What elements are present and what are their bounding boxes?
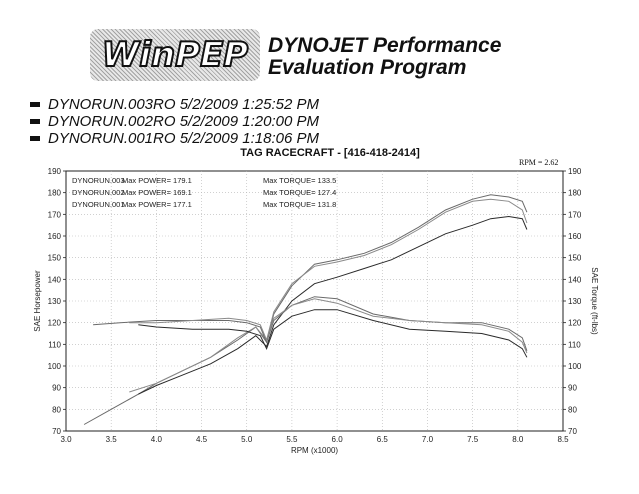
y-tick-label: 170 bbox=[48, 210, 62, 219]
y-axis-label: SAE Horsepower bbox=[33, 270, 42, 332]
series-line-torque bbox=[129, 298, 528, 354]
run-list: DYNORUN.003RO 5/2/2009 1:25:52 PM DYNORU… bbox=[30, 96, 319, 147]
series-line-power bbox=[129, 198, 528, 393]
y-tick-label: 100 bbox=[48, 362, 62, 371]
y2-tick-label: 190 bbox=[568, 167, 582, 176]
plot-border bbox=[65, 170, 564, 432]
x-tick-label: 3.0 bbox=[60, 435, 72, 444]
x-tick-label: 3.5 bbox=[106, 435, 118, 444]
y2-tick-label: 70 bbox=[568, 427, 577, 436]
y2-tick-label: 100 bbox=[568, 362, 582, 371]
logo-text: WinPEP bbox=[101, 34, 249, 76]
x-tick-label: 8.0 bbox=[512, 435, 524, 444]
x-tick-label: 5.0 bbox=[241, 435, 253, 444]
y-tick-label: 190 bbox=[48, 167, 62, 176]
y-tick-label: 70 bbox=[52, 427, 61, 436]
legend-run: DYNORUN.002 bbox=[72, 188, 125, 197]
x-tick-label: 6.0 bbox=[332, 435, 344, 444]
x-tick-label: 5.5 bbox=[286, 435, 298, 444]
y2-axis-label: SAE Torque (ft-lbs) bbox=[590, 267, 599, 335]
winpep-logo: WinPEP bbox=[90, 29, 260, 81]
x-tick-label: 4.0 bbox=[151, 435, 163, 444]
x-tick-label: 8.5 bbox=[557, 435, 569, 444]
bullet-icon bbox=[30, 102, 40, 107]
legend-max-power: Max POWER= 169.1 bbox=[122, 188, 192, 197]
y2-tick-label: 140 bbox=[568, 275, 582, 284]
legend-run: DYNORUN.003 bbox=[72, 176, 125, 185]
run-label: DYNORUN.003RO 5/2/2009 1:25:52 PM bbox=[48, 96, 319, 113]
y2-tick-label: 170 bbox=[568, 210, 582, 219]
rpm-note: RPM = 2.62 bbox=[519, 158, 559, 167]
bullet-icon bbox=[30, 136, 40, 141]
y-tick-label: 180 bbox=[48, 189, 62, 198]
chart-title: TAG RACECRAFT - [416-418-2414] bbox=[240, 147, 420, 159]
y2-tick-label: 110 bbox=[568, 340, 581, 349]
y2-tick-label: 90 bbox=[568, 384, 577, 393]
legend-max-torque: Max TORQUE= 133.5 bbox=[263, 176, 336, 185]
y2-tick-label: 160 bbox=[568, 232, 582, 241]
bullet-icon bbox=[30, 119, 40, 124]
x-tick-label: 6.5 bbox=[377, 435, 389, 444]
run-label: DYNORUN.001RO 5/2/2009 1:18:06 PM bbox=[48, 130, 319, 147]
title-line-2: Evaluation Program bbox=[268, 56, 467, 79]
y2-tick-label: 80 bbox=[568, 405, 577, 414]
y-tick-label: 120 bbox=[48, 319, 62, 328]
y2-tick-label: 150 bbox=[568, 254, 582, 263]
legend-max-power: Max POWER= 177.1 bbox=[122, 200, 192, 209]
y-tick-label: 130 bbox=[48, 297, 62, 306]
logo-background bbox=[90, 29, 260, 81]
legend-max-torque: Max TORQUE= 131.8 bbox=[263, 200, 336, 209]
x-axis-label: RPM (x1000) bbox=[291, 446, 338, 455]
y-tick-label: 80 bbox=[52, 405, 61, 414]
y-tick-label: 160 bbox=[48, 232, 62, 241]
y2-tick-label: 180 bbox=[568, 189, 582, 198]
y-tick-label: 150 bbox=[48, 254, 62, 263]
run-entry: DYNORUN.002RO 5/2/2009 1:20:00 PM bbox=[30, 113, 319, 130]
legend-run: DYNORUN.001 bbox=[72, 200, 125, 209]
series-line-torque bbox=[138, 309, 528, 358]
legend-max-power: Max POWER= 179.1 bbox=[122, 176, 192, 185]
header-title: DYNOJET Performance Evaluation Program bbox=[268, 35, 501, 79]
y2-tick-label: 130 bbox=[568, 297, 582, 306]
y2-tick-label: 120 bbox=[568, 319, 582, 328]
x-tick-label: 4.5 bbox=[196, 435, 208, 444]
y-tick-label: 110 bbox=[48, 340, 61, 349]
y-tick-label: 140 bbox=[48, 275, 62, 284]
x-tick-label: 7.5 bbox=[467, 435, 479, 444]
x-tick-label: 7.0 bbox=[422, 435, 434, 444]
y-tick-label: 90 bbox=[52, 384, 61, 393]
series-line-power bbox=[138, 215, 528, 395]
title-line-1: DYNOJET Performance bbox=[268, 34, 502, 57]
run-entry: DYNORUN.001RO 5/2/2009 1:18:06 PM bbox=[30, 130, 319, 147]
legend-max-torque: Max TORQUE= 127.4 bbox=[263, 188, 336, 197]
run-label: DYNORUN.002RO 5/2/2009 1:20:00 PM bbox=[48, 113, 319, 130]
run-entry: DYNORUN.003RO 5/2/2009 1:25:52 PM bbox=[30, 96, 319, 113]
